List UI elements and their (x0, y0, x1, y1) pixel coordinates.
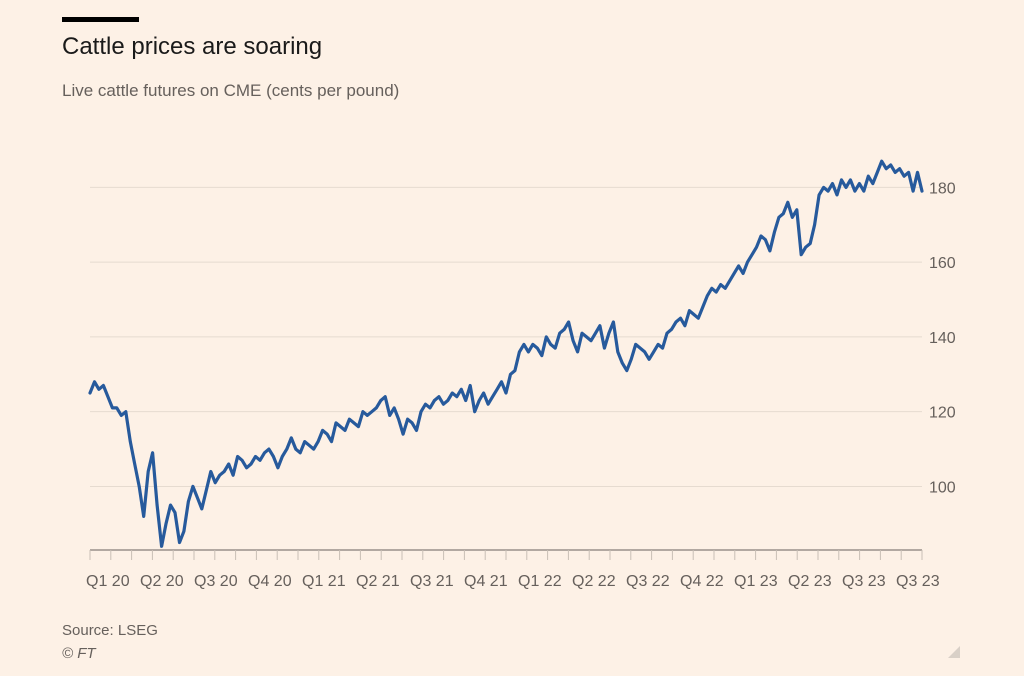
x-tick-label: Q1 22 (518, 573, 562, 590)
copyright-credit: © FT (62, 645, 96, 662)
x-tick-label: Q3 23 (896, 573, 940, 590)
y-tick-label: 140 (929, 330, 956, 347)
grid-lines (90, 186, 922, 487)
x-tick-label: Q4 20 (248, 573, 292, 590)
x-tick-label: Q2 20 (140, 573, 184, 590)
x-tick-label: Q4 21 (464, 573, 508, 590)
x-tick-label: Q3 23 (842, 573, 886, 590)
x-tick-label: Q2 23 (788, 573, 832, 590)
source-note: Source: LSEG (62, 622, 158, 639)
x-tick-label: Q1 21 (302, 573, 346, 590)
x-tick-label: Q1 20 (86, 573, 130, 590)
x-tick-label: Q2 22 (572, 573, 616, 590)
y-tick-label: 120 (929, 405, 956, 422)
y-tick-label: 100 (929, 479, 956, 496)
x-axis: Q1 20 Q2 20 Q3 20 Q4 20 Q1 21 Q2 21 Q3 21 Q4 21… (86, 549, 940, 590)
x-tick-label: Q2 21 (356, 573, 400, 590)
series-group (88, 159, 924, 548)
x-tick-label: Q3 20 (194, 573, 238, 590)
chart-subtitle: Live cattle futures on CME (cents per po… (62, 81, 400, 100)
x-tick-label: Q4 22 (680, 573, 724, 590)
series-line-0 (88, 159, 924, 548)
y-tick-label: 180 (929, 180, 956, 197)
chart-title: Cattle prices are soaring (62, 33, 323, 60)
resize-corner-icon (948, 646, 960, 658)
x-tick-label: Q3 22 (626, 573, 670, 590)
x-tick-label: Q1 23 (734, 573, 778, 590)
y-axis: 100 120 140 160 180 (929, 180, 956, 496)
y-tick-label: 160 (929, 255, 956, 272)
title-rule (62, 17, 139, 22)
x-tick-label: Q3 21 (410, 573, 454, 590)
